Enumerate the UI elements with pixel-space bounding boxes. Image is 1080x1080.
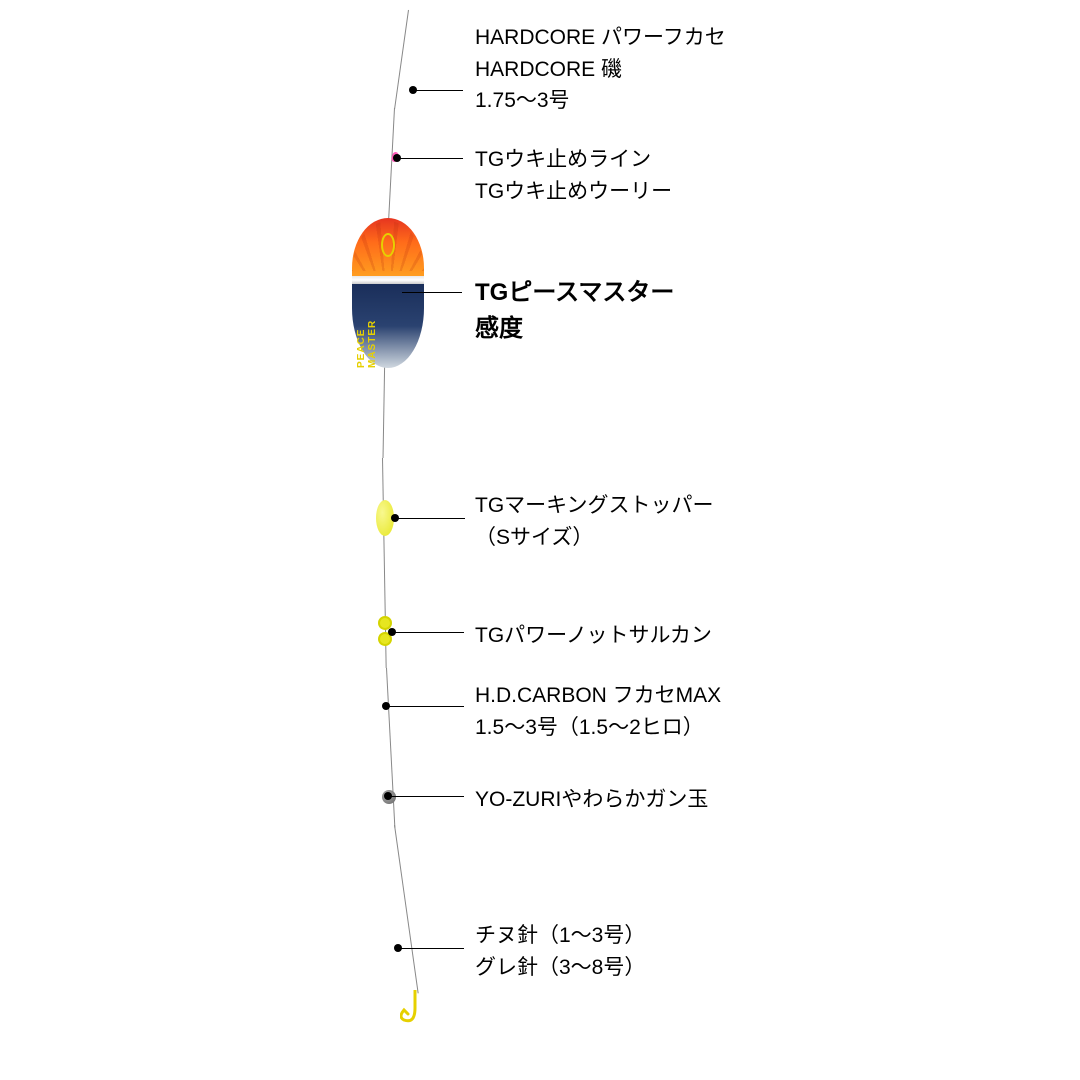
- callout-line: [402, 292, 462, 293]
- label-text: TGピースマスター: [475, 275, 674, 311]
- label-text: チヌ針（1～3号）: [475, 920, 645, 952]
- label-text: グレ針（3～8号）: [475, 952, 645, 984]
- label-leader: H.D.CARBON フカセMAX 1.5～3号（1.5～2ヒロ）: [475, 680, 721, 743]
- callout-line: [395, 518, 465, 519]
- callout-line: [398, 948, 464, 949]
- label-text: 感度: [475, 311, 674, 347]
- fishing-line: [394, 825, 419, 993]
- label-swivel: TGパワーノットサルカン: [475, 620, 712, 652]
- label-text: 1.5～3号（1.5～2ヒロ）: [475, 712, 721, 744]
- label-text: HARDCORE パワーフカセ: [475, 22, 726, 54]
- hook-icon: [400, 990, 430, 1030]
- fishing-line: [394, 10, 409, 109]
- label-main-line: HARDCORE パワーフカセ HARDCORE 磯 1.75～3号: [475, 22, 726, 117]
- label-float: TGピースマスター 感度: [475, 275, 674, 347]
- float-side-text: PEACE MASTER: [356, 314, 378, 368]
- label-text: TGウキ止めライン: [475, 144, 672, 176]
- label-stopper: TGウキ止めライン TGウキ止めウーリー: [475, 144, 672, 207]
- label-text: YO‐ZURIやわらかガン玉: [475, 784, 708, 816]
- label-text: TGパワーノットサルカン: [475, 620, 712, 652]
- callout-line: [386, 706, 464, 707]
- label-hook: チヌ針（1～3号） グレ針（3～8号）: [475, 920, 645, 983]
- callout-line: [388, 796, 464, 797]
- callout-line: [397, 158, 463, 159]
- label-text: （Sサイズ）: [475, 522, 714, 554]
- label-text: 1.75～3号: [475, 85, 726, 117]
- label-text: TGマーキングストッパー: [475, 490, 714, 522]
- label-text: H.D.CARBON フカセMAX: [475, 680, 721, 712]
- float-icon: PEACE MASTER: [352, 218, 424, 368]
- label-text: HARDCORE 磯: [475, 54, 726, 86]
- label-marker: TGマーキングストッパー （Sサイズ）: [475, 490, 714, 553]
- callout-line: [392, 632, 464, 633]
- rig-diagram: PEACE MASTER: [330, 0, 430, 1080]
- label-sinker: YO‐ZURIやわらかガン玉: [475, 784, 708, 816]
- label-text: TGウキ止めウーリー: [475, 176, 672, 208]
- callout-line: [413, 90, 463, 91]
